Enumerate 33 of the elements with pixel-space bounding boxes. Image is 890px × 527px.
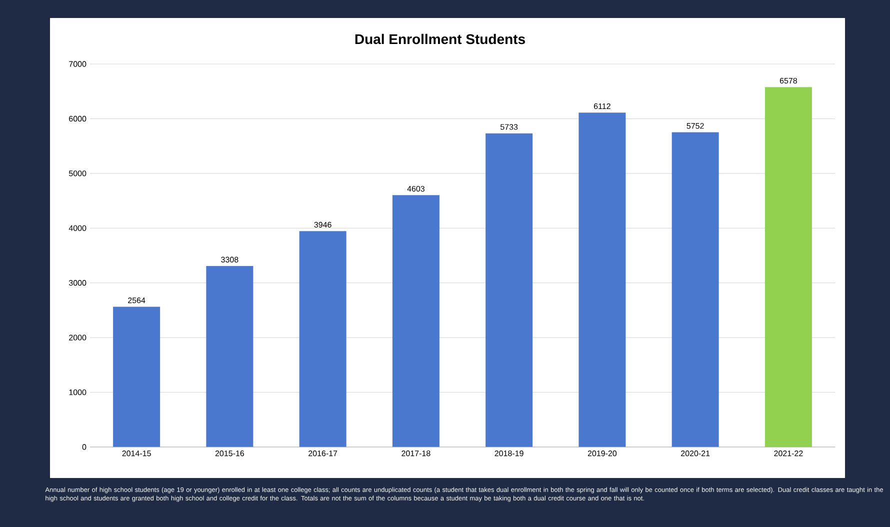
chart-title: Dual Enrollment Students xyxy=(355,34,525,44)
bar xyxy=(113,306,160,447)
y-tick-label: 7000 xyxy=(69,61,86,67)
data-label: 5752 xyxy=(686,123,704,129)
y-tick-label: 6000 xyxy=(69,116,86,122)
bar xyxy=(764,87,812,447)
x-tick-label: 2019-20 xyxy=(588,450,617,456)
x-tick-label: 2021-22 xyxy=(774,450,803,456)
y-tick-label: 2000 xyxy=(69,334,86,340)
bar xyxy=(392,195,440,447)
bar xyxy=(672,132,719,447)
x-tick-label: 2016-17 xyxy=(308,450,338,456)
y-tick-label: 4000 xyxy=(68,225,86,231)
bar xyxy=(578,112,626,447)
x-tick-label: 2020-21 xyxy=(681,450,710,456)
data-label: 5733 xyxy=(500,124,518,130)
data-label: 3308 xyxy=(221,256,238,262)
x-tick-label: 2015-16 xyxy=(215,450,244,456)
x-tick-label: 2017-18 xyxy=(402,450,430,456)
bar xyxy=(299,231,346,447)
x-tick-label: 2014-15 xyxy=(122,450,151,456)
bar xyxy=(206,266,254,447)
y-tick-label: 5000 xyxy=(68,170,86,176)
bar xyxy=(486,133,533,447)
data-label: 2564 xyxy=(128,298,146,304)
data-label: 3946 xyxy=(314,222,332,228)
y-tick-label: 1000 xyxy=(69,389,86,396)
y-tick-label: 3000 xyxy=(68,280,86,286)
data-label: 4603 xyxy=(407,186,424,192)
y-tick-label: 0 xyxy=(82,444,86,450)
data-label: 6112 xyxy=(594,103,610,110)
data-label: 6578 xyxy=(780,78,797,84)
x-tick-label: 2018-19 xyxy=(494,450,524,456)
